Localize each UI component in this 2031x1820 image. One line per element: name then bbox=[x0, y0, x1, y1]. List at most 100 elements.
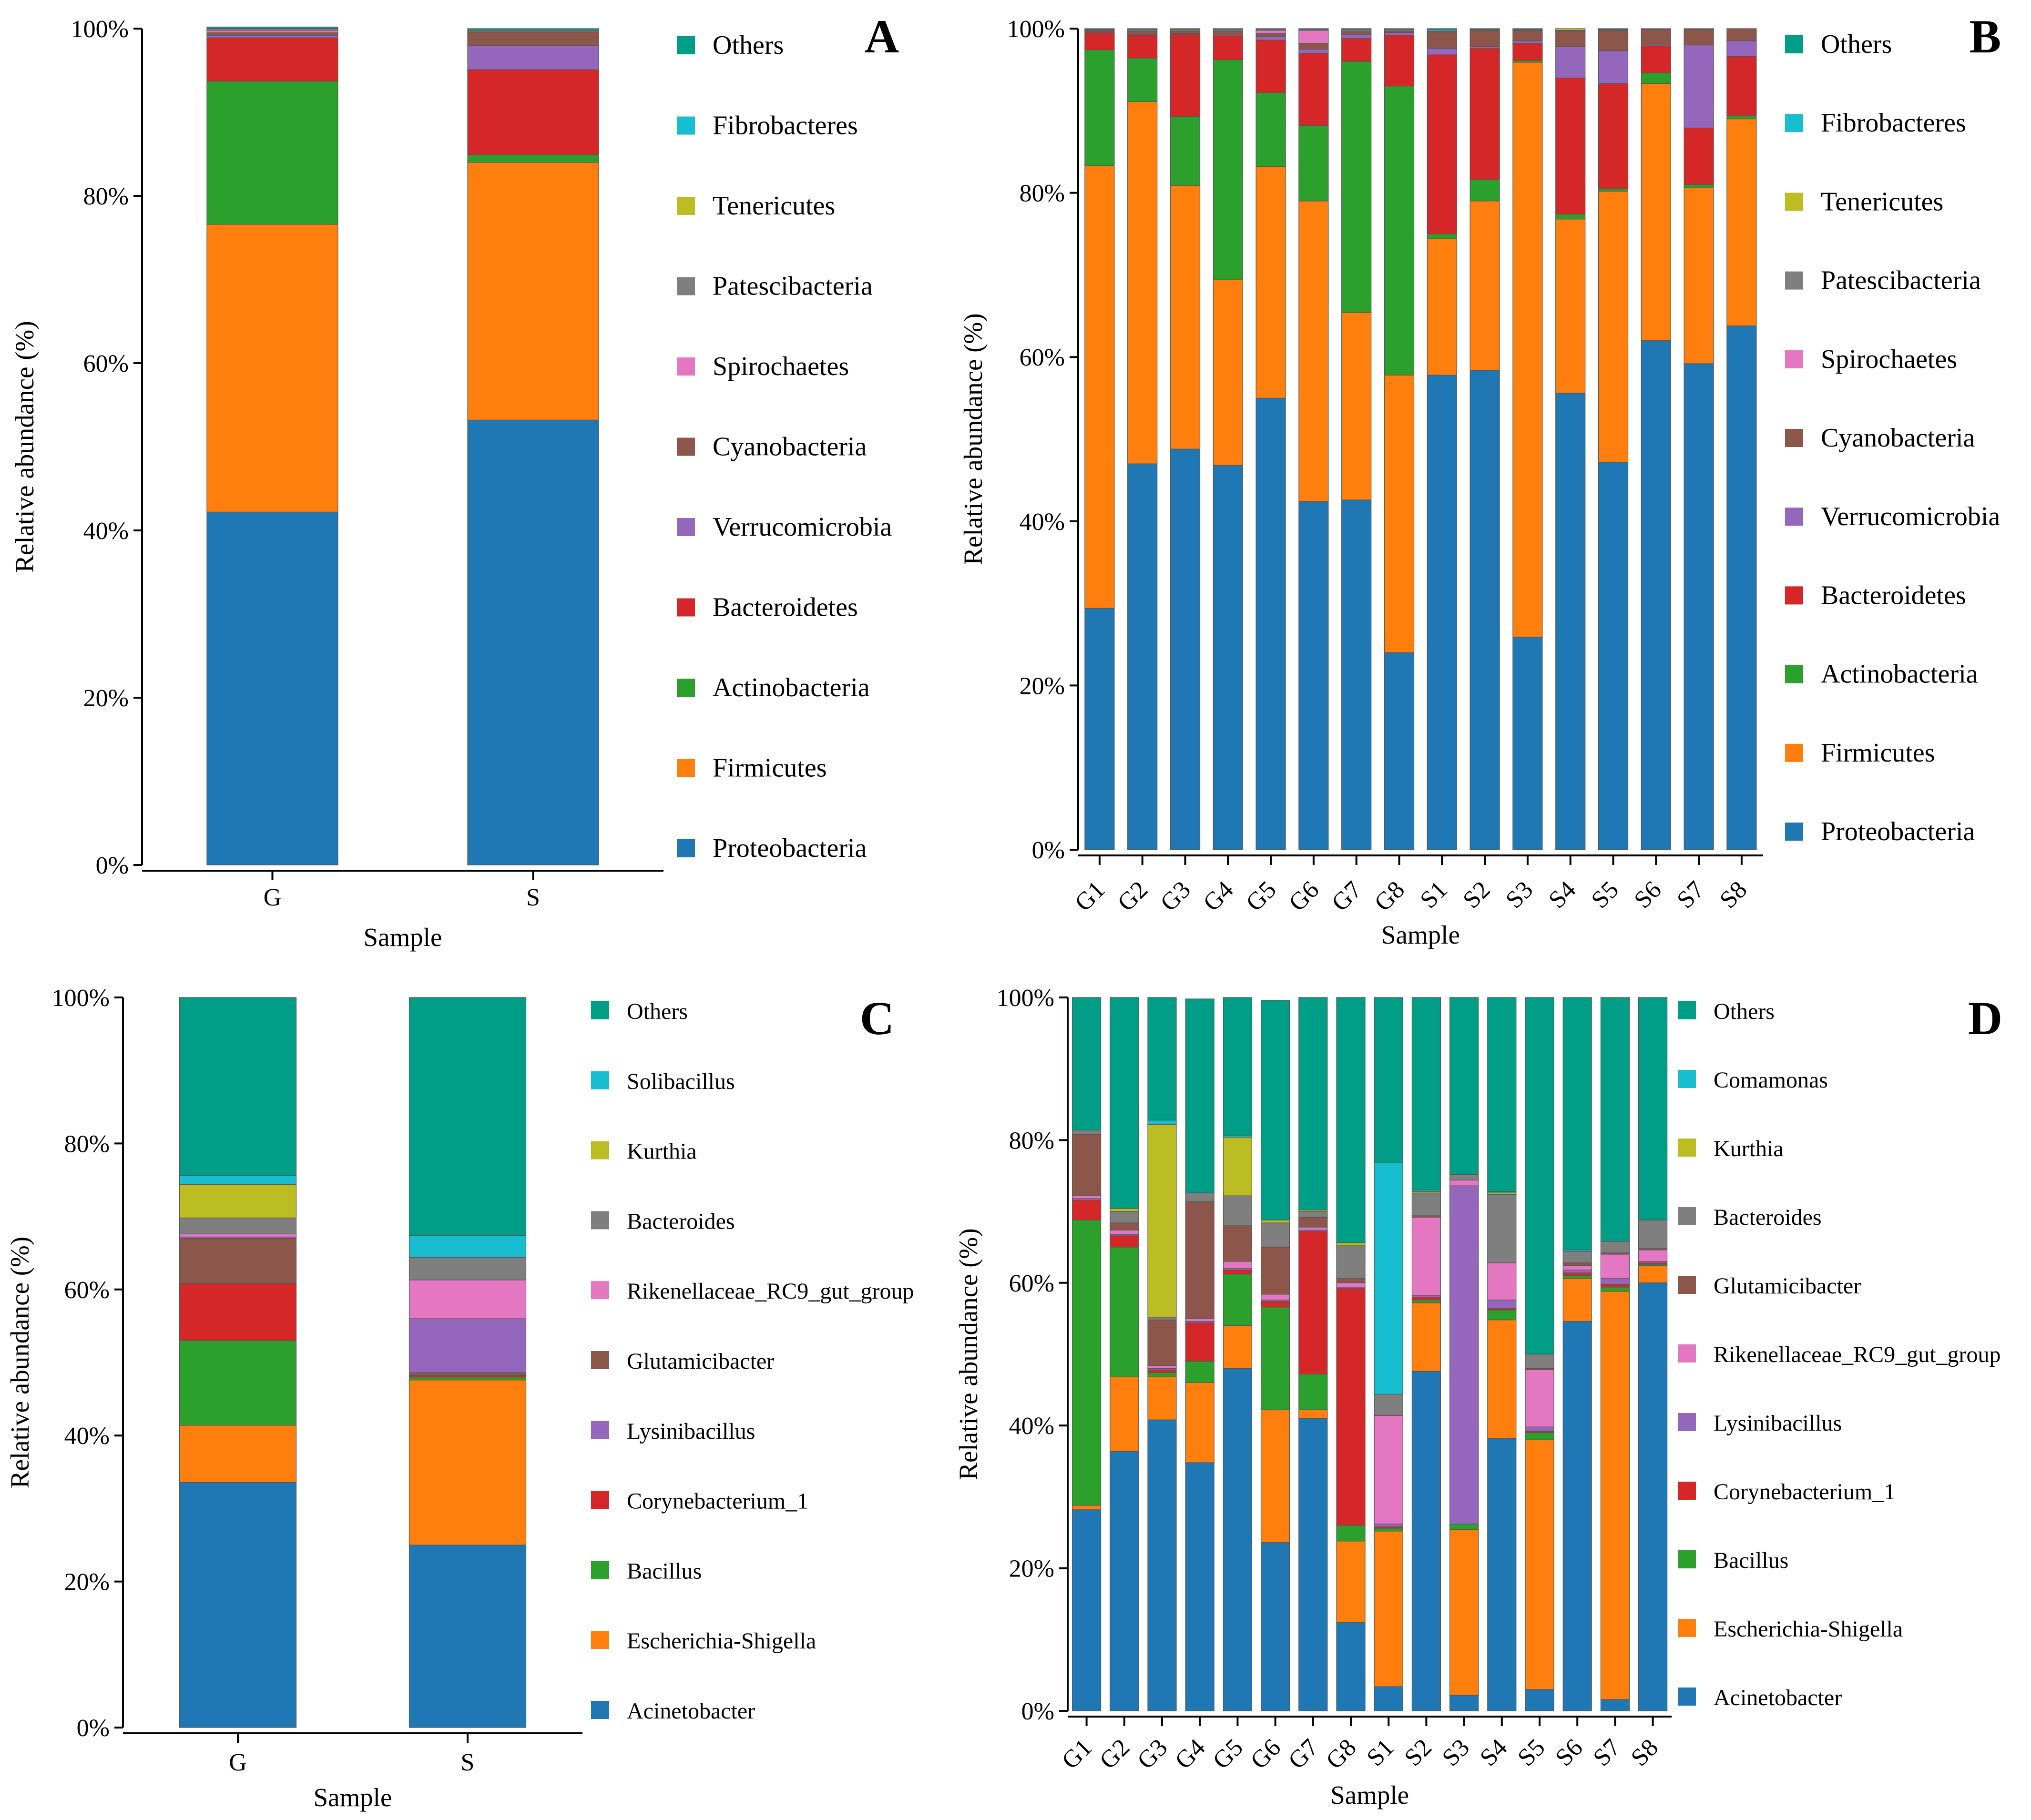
x-tick-label: S5 bbox=[1586, 876, 1624, 914]
bar-segment-s3-others bbox=[1512, 28, 1543, 30]
bar-segment-s6-acinetobacter bbox=[1562, 1321, 1592, 1711]
bar-segment-g1-firmicutes bbox=[1084, 165, 1115, 609]
panel-letter: D bbox=[1968, 992, 2002, 1045]
x-tick-label: S bbox=[526, 884, 540, 911]
y-axis-title: Relative abundance (%) bbox=[10, 321, 39, 572]
legend-label: Kurthia bbox=[1714, 1136, 1784, 1161]
bar-segment-g1-glutamicibacter bbox=[1072, 1134, 1102, 1196]
bar-segment-g8-proteobacteria bbox=[1384, 652, 1415, 850]
legend-swatch bbox=[1678, 1001, 1696, 1019]
bar-segment-s7-verrucomicrobia bbox=[1684, 44, 1714, 129]
bar-segment-g2-bacteroides bbox=[1110, 1211, 1139, 1223]
legend-swatch bbox=[1678, 1139, 1696, 1157]
bar-segment-s4-others bbox=[1487, 997, 1517, 1192]
y-tick-label: 0% bbox=[1032, 837, 1065, 864]
bar-segment-g3-rikenellaceae-rc9-gut-group bbox=[1147, 1365, 1177, 1369]
bar-segment-s-escherichia-shigella bbox=[408, 1380, 527, 1545]
bar-segment-g6-kurthia bbox=[1261, 1220, 1290, 1223]
bar-segment-s6-corynebacterium-1 bbox=[1562, 1272, 1592, 1276]
legend-label: Actinobacteria bbox=[713, 673, 870, 702]
x-tick-label: G2 bbox=[1094, 1734, 1135, 1774]
bar-segment-s6-actinobacteria bbox=[1641, 72, 1671, 84]
legend-swatch bbox=[1785, 114, 1803, 132]
x-axis-title: Sample bbox=[1381, 920, 1460, 949]
bar-segment-s8-others bbox=[1638, 997, 1668, 1220]
bar-segment-s7-bacillus bbox=[1600, 1287, 1630, 1292]
bar-segment-g2-corynebacterium-1 bbox=[1110, 1235, 1139, 1248]
y-tick-label: 60% bbox=[64, 1277, 110, 1304]
bar-segment-g-rikenellaceae-rc9-gut-group bbox=[179, 1233, 297, 1238]
x-tick-label: S8 bbox=[1715, 876, 1752, 914]
bar-segment-s5-verrucomicrobia bbox=[1598, 50, 1629, 84]
legend-label: Kurthia bbox=[627, 1139, 697, 1164]
legend-label: Others bbox=[1714, 999, 1775, 1024]
y-tick-label: 100% bbox=[52, 985, 110, 1012]
bar-segment-s2-bacteroides bbox=[1411, 1192, 1441, 1216]
x-tick-label: S5 bbox=[1512, 1734, 1550, 1771]
bar-segment-g6-glutamicibacter bbox=[1261, 1247, 1290, 1295]
bar-segment-g5-glutamicibacter bbox=[1223, 1225, 1252, 1262]
bar-segment-s1-others bbox=[1427, 28, 1457, 30]
bar-segment-g3-firmicutes bbox=[1170, 185, 1201, 449]
bar-segment-g4-others bbox=[1185, 998, 1215, 1193]
legend-label: Corynebacterium_1 bbox=[1714, 1479, 1895, 1505]
y-tick-label: 40% bbox=[1020, 508, 1065, 536]
bar-segment-g5-bacteroidetes bbox=[1255, 40, 1286, 93]
legend-item-proteobacteria: Proteobacteria bbox=[677, 834, 867, 863]
legend-swatch bbox=[591, 1631, 609, 1649]
panel-letter: B bbox=[1970, 10, 2001, 63]
bar-segment-g3-acinetobacter bbox=[1147, 1419, 1177, 1711]
legend-item-rikenellaceae-rc9-gut-group: Rikenellaceae_RC9_gut_group bbox=[1678, 1342, 2001, 1367]
legend-swatch bbox=[591, 1421, 609, 1439]
legend-item-kurthia: Kurthia bbox=[1678, 1136, 1784, 1161]
y-tick-label: 20% bbox=[83, 685, 129, 712]
bar-segment-g5-actinobacteria bbox=[1255, 92, 1286, 167]
bar-segment-g8-acinetobacter bbox=[1336, 1622, 1366, 1711]
legend-swatch bbox=[677, 357, 695, 376]
bar-segment-s7-bacteroides bbox=[1600, 1241, 1630, 1253]
bar-segment-g1-bacteroides bbox=[1072, 1129, 1102, 1135]
bar-segment-g7-proteobacteria bbox=[1341, 499, 1372, 850]
bar-segment-s5-firmicutes bbox=[1598, 191, 1629, 463]
bar-segment-s7-rikenellaceae-rc9-gut-group bbox=[1600, 1254, 1630, 1279]
legend-item-others: Others bbox=[591, 999, 688, 1024]
bar-segment-g6-others bbox=[1261, 1000, 1290, 1220]
bar-segment-s5-acinetobacter bbox=[1525, 1689, 1554, 1711]
bar-segment-g4-bacillus bbox=[1185, 1361, 1215, 1383]
bar-segment-s-lysinibacillus bbox=[408, 1318, 527, 1373]
x-tick-label: G7 bbox=[1283, 1734, 1324, 1774]
bar-segment-g-spirochaetes bbox=[206, 30, 338, 33]
legend-swatch bbox=[1678, 1550, 1696, 1568]
legend-label: Acinetobacter bbox=[627, 1698, 755, 1724]
bar-segment-g7-bacteroides bbox=[1298, 1211, 1328, 1218]
bar-segment-g-actinobacteria bbox=[206, 81, 338, 225]
bar-segment-s3-escherichia-shigella bbox=[1449, 1529, 1479, 1696]
legend-item-bacillus: Bacillus bbox=[591, 1558, 702, 1584]
bar-segment-g6-cyanobacteria bbox=[1298, 43, 1329, 50]
bar-segment-g-bacteroidetes bbox=[206, 37, 338, 82]
legend-swatch bbox=[1785, 429, 1803, 447]
x-tick-label: G6 bbox=[1284, 876, 1324, 916]
bar-segment-s2-corynebacterium-1 bbox=[1411, 1297, 1441, 1301]
legend-swatch bbox=[677, 839, 695, 857]
bar-segment-g7-bacteroidetes bbox=[1341, 38, 1372, 62]
bar-segment-g4-others bbox=[1213, 28, 1243, 30]
bar-segment-s8-proteobacteria bbox=[1726, 325, 1757, 850]
bar-segment-s-bacillus bbox=[408, 1377, 527, 1381]
bar-segment-s6-lysinibacillus bbox=[1562, 1270, 1592, 1273]
legend-label: Rikenellaceae_RC9_gut_group bbox=[1714, 1342, 2001, 1367]
legend-item-corynebacterium-1: Corynebacterium_1 bbox=[591, 1489, 808, 1514]
bar-segment-g3-kurthia bbox=[1147, 1124, 1177, 1318]
x-tick-label: S1 bbox=[1415, 876, 1453, 914]
legend-label: Acinetobacter bbox=[1714, 1685, 1842, 1710]
bar-segment-s6-bacteroides bbox=[1562, 1251, 1592, 1263]
bar-segment-g2-kurthia bbox=[1110, 1208, 1139, 1212]
legend-item-lysinibacillus: Lysinibacillus bbox=[591, 1419, 755, 1444]
bar-segment-g2-proteobacteria bbox=[1127, 463, 1158, 850]
bar-segment-g7-escherichia-shigella bbox=[1298, 1409, 1328, 1419]
legend-label: Patescibacteria bbox=[713, 272, 873, 301]
x-tick-label: S1 bbox=[1362, 1734, 1399, 1771]
bar-segment-g-solibacillus bbox=[179, 1175, 297, 1185]
legend-label: Comamonas bbox=[1714, 1068, 1828, 1093]
